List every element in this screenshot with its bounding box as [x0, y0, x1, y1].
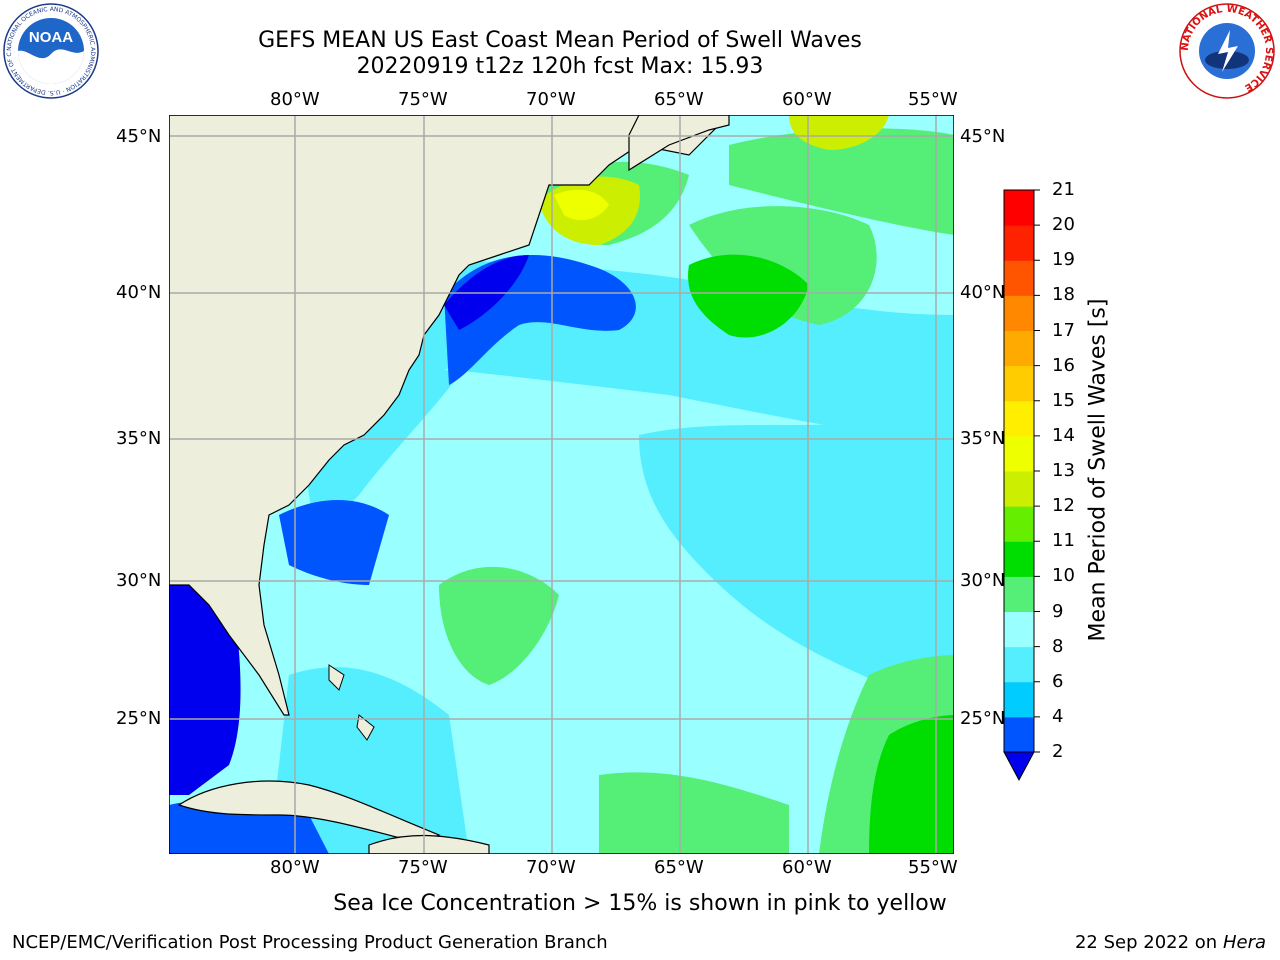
field-below2-gulf: [169, 575, 241, 795]
colorbar-tick-label: 21: [1052, 179, 1075, 200]
lat-label-right: 40°N: [960, 282, 1006, 303]
swell-period-map: [169, 115, 954, 854]
land-north-america: [169, 115, 730, 716]
land-hispaniola: [368, 834, 490, 854]
colorbar-segment: [1004, 611, 1034, 648]
field-9-10-central: [439, 566, 559, 685]
lat-label-right: 45°N: [960, 126, 1006, 147]
colorbar-extend-arrow: [1003, 751, 1035, 782]
colorbar-tick-label: 9: [1052, 600, 1064, 622]
colorbar-segment: [1004, 365, 1034, 402]
colorbar-tick-label: 4: [1052, 705, 1064, 727]
noaa-logo: NATIONAL OCEANIC AND ATMOSPHERIC ADMINIS…: [2, 2, 99, 99]
colorbar-tick-label: 17: [1052, 319, 1075, 341]
colorbar-segment: [1004, 400, 1034, 437]
colorbar-segment: [1004, 471, 1034, 507]
footer-credit: NCEP/EMC/Verification Post Processing Pr…: [12, 932, 608, 953]
lat-label-left: 40°N: [116, 282, 162, 303]
lon-label-bottom: 55°W: [908, 857, 958, 878]
land-cuba: [177, 780, 441, 844]
chart-subtitle: 20220919 t12z 120h fcst Max: 15.93: [356, 54, 764, 79]
lon-label-bottom: 70°W: [526, 857, 576, 878]
colorbar-tick-label: 14: [1052, 424, 1075, 446]
colorbar-tick-label: 10: [1052, 565, 1075, 587]
field-2-4-se: [279, 500, 389, 585]
colorbar-tick-label: 16: [1052, 354, 1075, 376]
lon-label-top: 60°W: [782, 89, 832, 110]
colorbar-tick-label: 6: [1052, 670, 1064, 692]
lat-label-left: 35°N: [116, 428, 162, 449]
colorbar-segment: [1004, 681, 1034, 718]
lat-label-right: 35°N: [960, 428, 1006, 449]
field-9-10-ne-top: [729, 128, 954, 235]
colorbar-tick-label: 19: [1052, 249, 1075, 271]
colorbar-tick-label: 12: [1052, 495, 1075, 517]
nws-logo: NATIONAL WEATHER SERVICE: [1179, 3, 1275, 99]
colorbar-tick-label: 11: [1052, 530, 1075, 552]
land-nova-scotia: [628, 115, 730, 172]
lon-label-bottom: 65°W: [654, 857, 704, 878]
colorbar-segment: [1004, 435, 1034, 472]
colorbar-segment: [1004, 190, 1034, 226]
lon-label-top: 80°W: [270, 89, 320, 110]
lon-label-bottom: 80°W: [270, 857, 320, 878]
lat-label-left: 25°N: [116, 708, 162, 729]
colorbar-segment: [1004, 295, 1034, 331]
colorbar: [1003, 189, 1040, 782]
lon-label-top: 65°W: [654, 89, 704, 110]
lon-label-bottom: 60°W: [782, 857, 832, 878]
colorbar-tick-label: 8: [1052, 635, 1064, 657]
field-9-10-south: [599, 772, 789, 854]
colorbar-segment: [1004, 225, 1034, 261]
lat-label-right: 25°N: [960, 708, 1006, 729]
field-11-ne: [688, 254, 809, 338]
field-14-15-gulf: [554, 189, 609, 221]
colorbar-tick-label: 20: [1052, 214, 1075, 236]
colorbar-segment: [1004, 716, 1034, 753]
colorbar-segment: [1004, 330, 1034, 367]
colorbar-tick-label: 13: [1052, 460, 1075, 481]
colorbar-tick-label: 15: [1052, 389, 1075, 411]
footer-date: 22 Sep 2022 on Hera: [1074, 932, 1266, 953]
lon-label-top: 75°W: [398, 89, 448, 110]
chart-title: GEFS MEAN US East Coast Mean Period of S…: [258, 28, 862, 53]
colorbar-segment: [1004, 541, 1034, 577]
field-11-se: [869, 715, 954, 854]
sea-ice-caption: Sea Ice Concentration > 15% is shown in …: [333, 891, 947, 916]
colorbar-segment: [1004, 260, 1034, 296]
lat-label-left: 30°N: [116, 570, 162, 591]
field-12-14-ns: [789, 115, 889, 150]
field-6-8-coast: [307, 355, 459, 535]
lon-label-top: 55°W: [908, 89, 958, 110]
lat-label-left: 45°N: [116, 126, 162, 147]
colorbar-segment: [1004, 646, 1034, 683]
lat-label-right: 30°N: [960, 570, 1006, 591]
land-bahamas: [328, 664, 375, 741]
svg-text:NOAA: NOAA: [29, 29, 73, 46]
field-9-10-northeast: [689, 206, 877, 325]
lon-label-bottom: 75°W: [398, 857, 448, 878]
lon-label-top: 70°W: [526, 89, 576, 110]
colorbar-tick-label: 2: [1052, 741, 1064, 762]
colorbar-segment: [1004, 506, 1034, 542]
field-6-8-mid: [639, 415, 954, 715]
colorbar-tick-label: 18: [1052, 284, 1075, 306]
colorbar-segment: [1004, 576, 1034, 612]
